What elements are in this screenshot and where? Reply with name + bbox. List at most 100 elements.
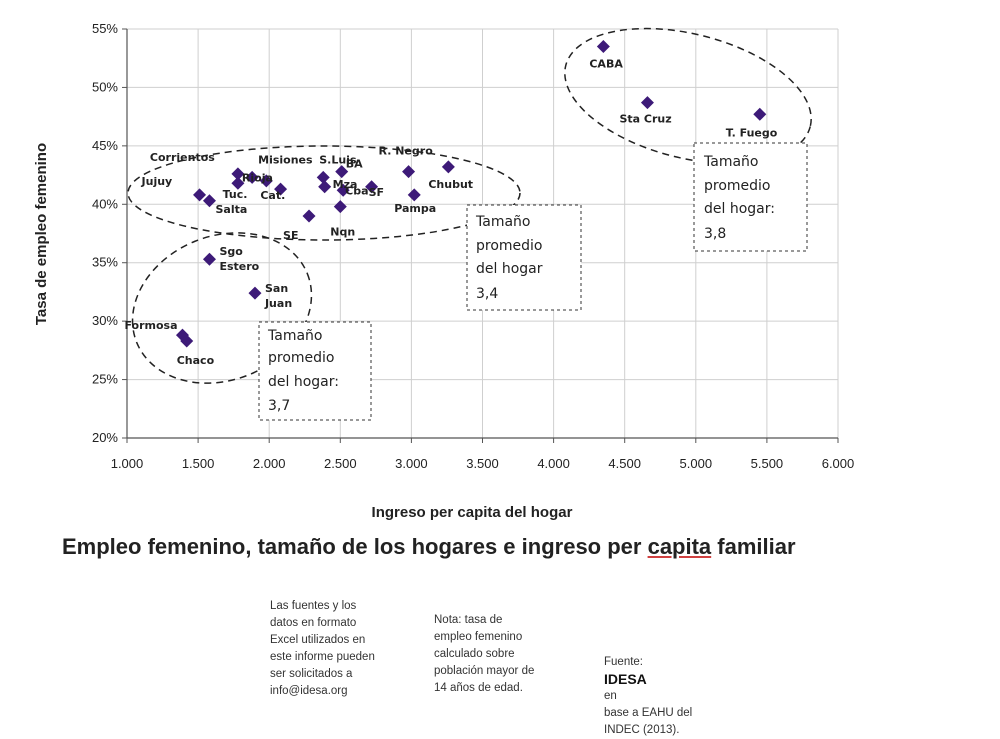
data-point-marker bbox=[336, 183, 350, 197]
note-line: población mayor de bbox=[434, 665, 535, 677]
y-tick-label: 25% bbox=[92, 372, 118, 387]
methodology-note: Nota: tasa de empleo femenino calculado … bbox=[434, 612, 534, 697]
note-line: INDEC (2013). bbox=[604, 724, 680, 736]
y-tick-label: 30% bbox=[92, 313, 118, 328]
data-point-marker bbox=[274, 182, 288, 196]
note-lines: Fuente: IDESA en base a EAHU del INDEC (… bbox=[604, 654, 692, 739]
point-label: San Juan bbox=[264, 282, 292, 310]
note-line: calculado sobre bbox=[434, 648, 515, 660]
tick-labels: 20% 25% 30% 35% 40% 45% 50% 55% 1.000 1.500 2.000 2… bbox=[92, 21, 854, 471]
note-line: base a EAHU del bbox=[604, 707, 693, 719]
note-line: Excel utilizados en bbox=[270, 634, 366, 646]
data-point-marker bbox=[753, 107, 767, 121]
cluster-ellipse-middle bbox=[127, 145, 521, 241]
idesa-brand: IDESA bbox=[604, 671, 647, 687]
data-point-marker bbox=[365, 180, 379, 194]
data-point-marker bbox=[231, 176, 245, 190]
note-line: Las fuentes y los bbox=[270, 600, 357, 612]
cluster-ellipses bbox=[127, 27, 812, 384]
data-point-marker bbox=[402, 165, 416, 179]
note-lines: Nota: tasa de empleo femenino calculado … bbox=[434, 612, 534, 697]
annotation-line: del hogar: bbox=[268, 374, 339, 390]
point-label: Misiones bbox=[258, 153, 313, 166]
source-note-data: Las fuentes y los datos en formato Excel… bbox=[270, 598, 375, 700]
y-tick-label: 55% bbox=[92, 21, 118, 36]
data-points bbox=[175, 40, 767, 348]
scatter-chart: 20% 25% 30% 35% 40% 45% 50% 55% 1.000 1.500 2.000 2… bbox=[33, 21, 854, 521]
data-point-marker bbox=[248, 286, 262, 300]
annotation-box-high: Tamaño promedio del hogar: 3,8 bbox=[693, 142, 808, 252]
point-label: Pampa bbox=[394, 202, 436, 215]
x-axis-title: Ingreso per capita del hogar bbox=[372, 504, 573, 521]
data-point-marker bbox=[441, 160, 455, 174]
annotation-box-low: Tamaño promedio del hogar: 3,7 bbox=[258, 321, 372, 421]
point-label: Sgo Estero bbox=[219, 245, 259, 273]
point-label: Jujuy bbox=[141, 175, 173, 188]
data-point-marker bbox=[202, 252, 216, 266]
note-line: 14 años de edad. bbox=[434, 682, 523, 694]
x-tick-label: 2.500 bbox=[324, 456, 357, 471]
note-prefix: Fuente: bbox=[604, 656, 643, 668]
note-suffix: en bbox=[604, 690, 617, 702]
x-tick-label: 1.500 bbox=[182, 456, 215, 471]
x-tick-label: 2.000 bbox=[253, 456, 286, 471]
point-label: Cat. bbox=[260, 189, 285, 202]
chart-title-underlined: capita bbox=[647, 534, 712, 559]
point-label: Sta Cruz bbox=[619, 113, 671, 126]
point-label: Nqn bbox=[330, 226, 355, 239]
x-tick-label: 6.000 bbox=[822, 456, 855, 471]
y-axis-title: Tasa de empleo femenino bbox=[33, 143, 50, 325]
point-label: R. Negro bbox=[379, 145, 434, 158]
x-tick-label: 3.000 bbox=[395, 456, 428, 471]
annotation-box-middle: Tamaño promedio del hogar 3,4 bbox=[466, 204, 582, 311]
point-label: Rioja bbox=[242, 171, 273, 184]
x-tick-label: 4.000 bbox=[537, 456, 570, 471]
data-point-marker bbox=[302, 209, 316, 223]
y-tick-label: 50% bbox=[92, 79, 118, 94]
point-label: T. Fuego bbox=[726, 126, 778, 139]
y-tick-label: 40% bbox=[92, 196, 118, 211]
x-tick-label: 4.500 bbox=[608, 456, 641, 471]
annotation-line: Tamaño bbox=[267, 328, 322, 344]
point-label: Corrientos bbox=[150, 151, 215, 164]
x-tick-label: 1.000 bbox=[111, 456, 144, 471]
chart-title: Empleo femenino, tamaño de los hogares e… bbox=[62, 534, 796, 560]
data-point-marker bbox=[245, 170, 259, 184]
x-tick-label: 5.500 bbox=[751, 456, 784, 471]
x-tick-label: 3.500 bbox=[466, 456, 499, 471]
y-tick-label: 35% bbox=[92, 255, 118, 270]
point-label: Cba bbox=[345, 184, 368, 197]
chart-title-part: Empleo femenino, tamaño de los hogares e… bbox=[62, 534, 648, 559]
annotation-line: promedio bbox=[704, 178, 771, 194]
annotation-line: 3,7 bbox=[268, 398, 290, 414]
data-point-marker bbox=[318, 180, 332, 194]
note-lines: Las fuentes y los datos en formato Excel… bbox=[270, 598, 375, 700]
note-line: datos en formato bbox=[270, 617, 357, 629]
point-labels: CABA Sta Cruz T. Fuego Corrientos Misiones Ca… bbox=[124, 58, 777, 367]
point-label: Formosa bbox=[124, 319, 177, 332]
point-label: Salta bbox=[215, 203, 247, 216]
cluster-ellipse-high bbox=[564, 27, 812, 165]
data-point-marker bbox=[180, 334, 194, 348]
point-label: S.Luis bbox=[319, 153, 357, 166]
note-line: empleo femenino bbox=[434, 631, 523, 643]
point-label: Chaco bbox=[177, 354, 215, 367]
point-label: Tuc. bbox=[223, 188, 248, 201]
annotation-line: Tamaño bbox=[475, 214, 530, 230]
axes bbox=[122, 28, 839, 443]
annotation-line: del hogar bbox=[476, 261, 543, 277]
point-label: BA bbox=[346, 158, 363, 171]
data-point-marker bbox=[231, 167, 245, 181]
note-line: ser solicitados a bbox=[270, 668, 353, 680]
data-point-marker bbox=[407, 188, 421, 202]
annotation-line: promedio bbox=[476, 238, 543, 254]
point-label: SE bbox=[283, 229, 298, 242]
point-label: Mza bbox=[333, 178, 358, 191]
annotation-line: promedio bbox=[268, 350, 335, 366]
annotation-line: del hogar: bbox=[704, 201, 775, 217]
x-tick-label: 5.000 bbox=[680, 456, 713, 471]
point-label: SF bbox=[369, 186, 384, 199]
annotation-line: Tamaño bbox=[703, 154, 758, 170]
data-point-marker bbox=[333, 200, 347, 214]
note-line: Fuente: IDESA en bbox=[604, 654, 692, 705]
